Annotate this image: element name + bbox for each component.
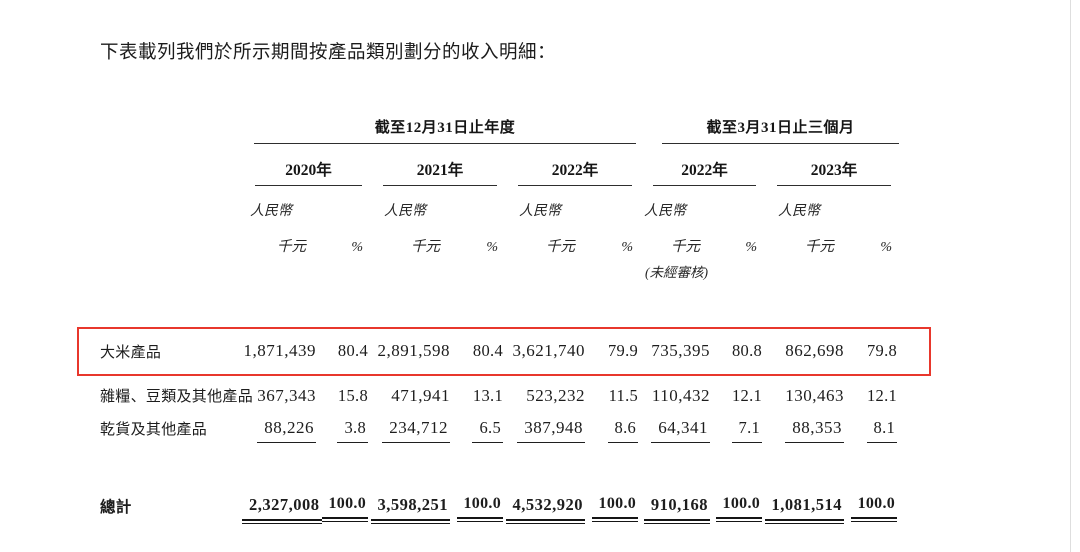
cell-value: 735,395: [651, 341, 711, 360]
year-header-2020: 2020年: [255, 158, 362, 186]
page-edge-line: [1070, 0, 1071, 552]
cell-value: 79.8: [866, 341, 898, 360]
currency-label: 人民幣: [519, 204, 561, 219]
cell-value: 3.8: [337, 418, 368, 443]
cell-value: 79.9: [607, 341, 639, 360]
percent-label: %: [351, 240, 363, 255]
cell-value: 1,871,439: [243, 341, 316, 360]
table-row-dried-goods-others: 乾貨及其他產品 88,226 3.8 234,712 6.5 387,948 8…: [100, 418, 899, 450]
currency-label: 人民幣: [778, 204, 821, 219]
cell-value: 88,226: [257, 418, 316, 443]
cell-value: 80.8: [731, 341, 763, 360]
group-header-row: 截至12月31日止年度 截至3月31日止三個月: [100, 108, 900, 144]
table-row-rice-products: 大米產品 1,871,439 80.4 2,891,598 80.4 3,621…: [100, 329, 899, 373]
group-header-quarterly: 截至3月31日止三個月: [662, 116, 900, 144]
total-value: 2,327,008: [242, 495, 322, 524]
unit-label: 千元: [805, 239, 835, 255]
cell-value: 523,232: [526, 385, 585, 405]
table-row-grains-beans-others: 雜糧、豆類及其他產品 367,343 15.8 471,941 13.1 523…: [100, 373, 899, 418]
cell-value: 2,891,598: [377, 341, 450, 360]
total-value: 3,598,251: [370, 495, 450, 524]
cell-value: 387,948: [517, 418, 585, 443]
cell-value: 110,432: [651, 385, 711, 405]
unaudited-note-row: (未經審核): [100, 256, 899, 286]
total-value: 100.0: [591, 495, 639, 522]
cell-value: 15.8: [337, 385, 368, 405]
cell-value: 3,621,740: [512, 341, 585, 360]
unit-label: 千元: [546, 239, 575, 255]
row-label: 雜糧、豆類及其他產品: [100, 389, 254, 405]
total-value: 1,081,514: [764, 495, 845, 524]
year-header-2022q1: 2022年: [653, 158, 757, 186]
year-header-2021: 2021年: [383, 158, 497, 186]
table-row-total: 總計 2,327,008 100.0 3,598,251 100.0 4,532…: [100, 495, 899, 530]
cell-value: 8.1: [866, 418, 898, 443]
cell-value: 13.1: [472, 385, 503, 405]
row-label: 大米產品: [100, 344, 162, 361]
cell-value: 80.4: [337, 341, 368, 360]
cell-value: 12.1: [731, 385, 763, 405]
total-value: 4,532,920: [505, 495, 585, 524]
cell-value: 367,343: [257, 385, 316, 405]
total-value: 100.0: [850, 495, 898, 522]
cell-value: 862,698: [785, 341, 845, 360]
cell-value: 234,712: [382, 418, 450, 443]
total-value: 100.0: [321, 495, 368, 522]
currency-label: 人民幣: [250, 204, 292, 219]
revenue-table: 截至12月31日止年度 截至3月31日止三個月 2020年 2021年 2022…: [100, 108, 900, 530]
total-value: 100.0: [456, 495, 503, 522]
currency-label: 人民幣: [384, 204, 426, 219]
percent-label: %: [880, 240, 893, 255]
unaudited-note: (未經審核): [645, 265, 709, 280]
cell-value: 11.5: [608, 385, 639, 405]
currency-row: 人民幣 人民幣 人民幣 人民幣 人民幣: [100, 186, 899, 220]
group-header-annual: 截至12月31日止年度: [254, 116, 637, 144]
percent-label: %: [621, 240, 634, 255]
percent-label: %: [745, 240, 758, 255]
cell-value: 130,463: [785, 385, 845, 405]
row-label: 乾貨及其他產品: [100, 422, 208, 438]
unit-label: 千元: [411, 239, 440, 255]
year-header-2023q1: 2023年: [777, 158, 892, 186]
page-title: 下表載列我們於所示期間按產品類別劃分的收入明細：: [100, 43, 557, 63]
percent-label: %: [486, 240, 498, 255]
cell-value: 8.6: [607, 418, 639, 443]
unit-row: 千元 % 千元 % 千元 % 千元 % 千元 %: [100, 220, 899, 256]
cell-value: 7.1: [731, 418, 763, 443]
total-value: 100.0: [715, 495, 763, 522]
year-header-row: 2020年 2021年 2022年 2022年 2023年: [100, 144, 899, 186]
total-label: 總計: [100, 499, 132, 516]
unit-label: 千元: [277, 239, 306, 255]
cell-value: 80.4: [472, 341, 503, 360]
unit-label: 千元: [671, 239, 701, 255]
cell-value: 88,353: [785, 418, 845, 443]
total-value: 910,168: [643, 495, 711, 524]
currency-label: 人民幣: [644, 204, 687, 219]
cell-value: 64,341: [651, 418, 711, 443]
cell-value: 6.5: [472, 418, 503, 443]
cell-value: 12.1: [866, 385, 898, 405]
cell-value: 471,941: [391, 385, 450, 405]
year-header-2022: 2022年: [518, 158, 633, 186]
